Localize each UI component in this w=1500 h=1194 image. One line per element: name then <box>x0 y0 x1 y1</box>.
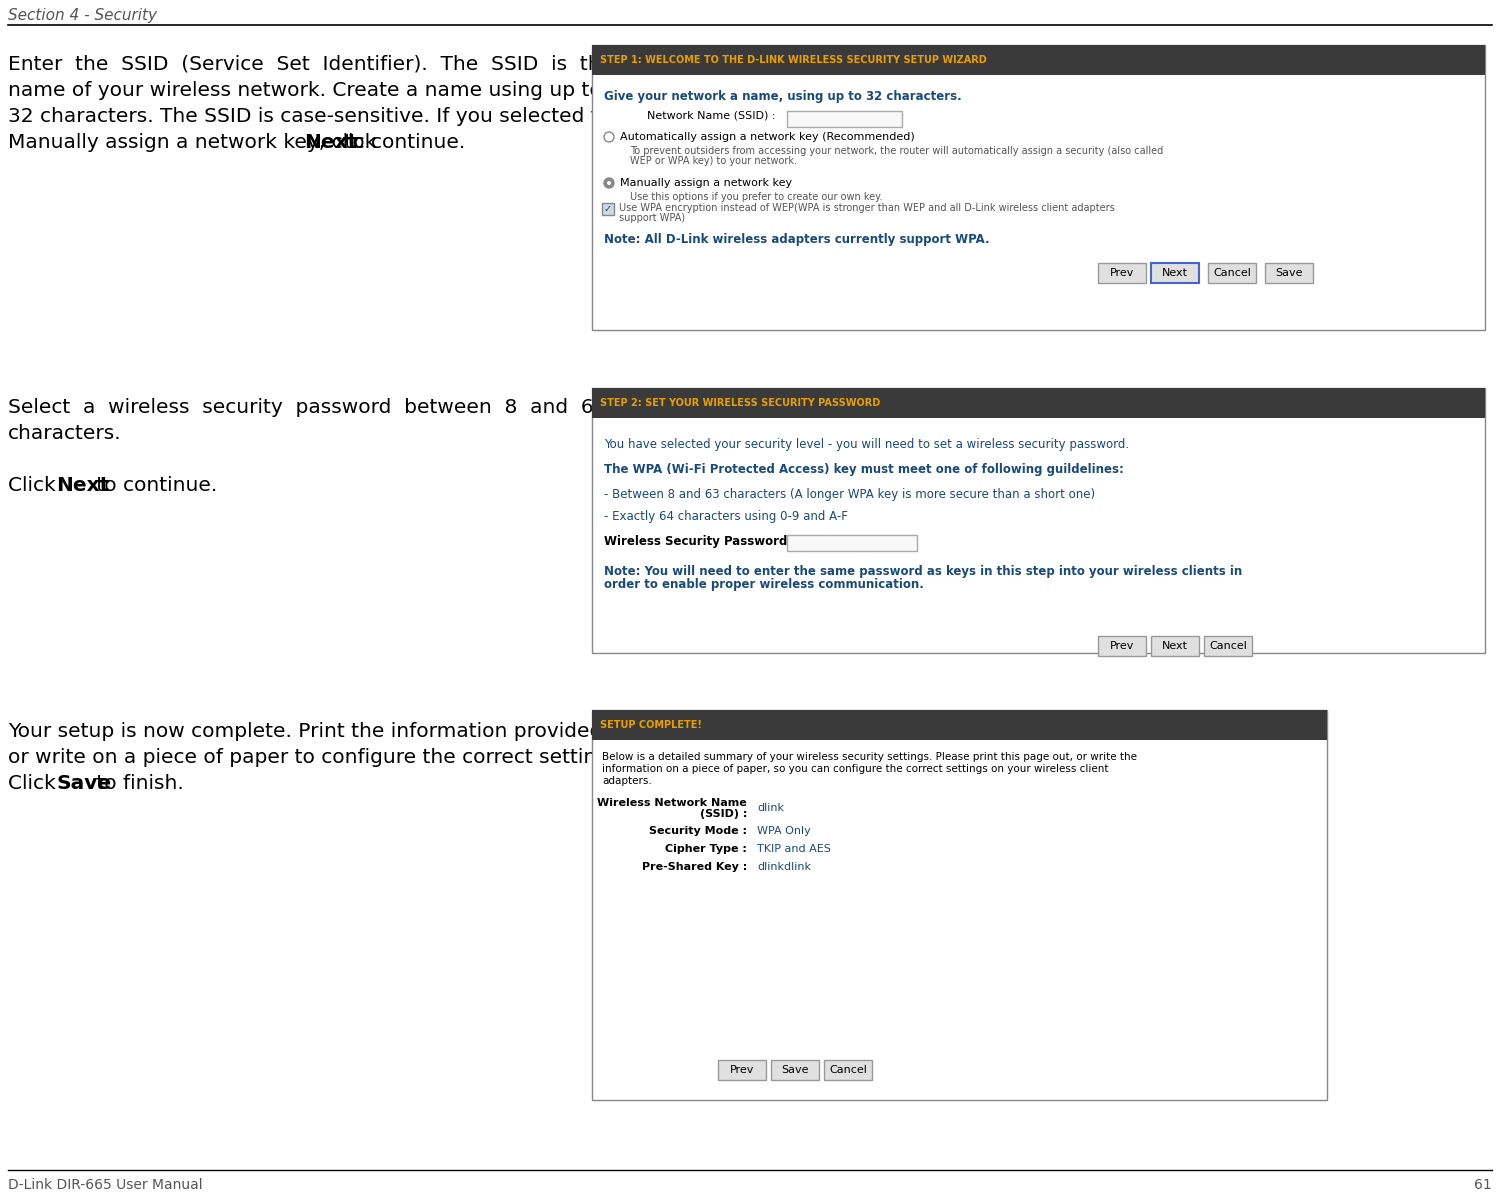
Text: Save: Save <box>56 774 111 793</box>
Text: Cancel: Cancel <box>830 1065 867 1075</box>
Text: To prevent outsiders from accessing your network, the router will automatically : To prevent outsiders from accessing your… <box>630 146 1164 156</box>
Text: Click: Click <box>8 476 62 496</box>
Text: Next: Next <box>1162 641 1188 651</box>
Text: (SSID) :: (SSID) : <box>699 810 747 819</box>
FancyBboxPatch shape <box>1098 263 1146 283</box>
FancyBboxPatch shape <box>824 1060 872 1081</box>
Text: Save: Save <box>1275 267 1302 278</box>
Text: TKIP and AES: TKIP and AES <box>758 844 831 854</box>
Text: or write on a piece of paper to configure the correct settings.: or write on a piece of paper to configur… <box>8 747 626 767</box>
FancyBboxPatch shape <box>602 203 613 215</box>
Text: STEP 1: WELCOME TO THE D-LINK WIRELESS SECURITY SETUP WIZARD: STEP 1: WELCOME TO THE D-LINK WIRELESS S… <box>600 55 987 64</box>
Text: Your setup is now complete. Print the information provided: Your setup is now complete. Print the in… <box>8 722 602 741</box>
Text: Next: Next <box>1162 267 1188 278</box>
Circle shape <box>604 178 613 187</box>
FancyBboxPatch shape <box>592 45 1485 75</box>
Text: Next: Next <box>304 133 357 152</box>
Text: characters.: characters. <box>8 424 122 443</box>
Text: Wireless Security Password :: Wireless Security Password : <box>604 535 796 548</box>
FancyBboxPatch shape <box>1150 636 1198 656</box>
Text: WEP or WPA key) to your network.: WEP or WPA key) to your network. <box>630 156 796 166</box>
FancyBboxPatch shape <box>592 388 1485 418</box>
Text: STEP 2: SET YOUR WIRELESS SECURITY PASSWORD: STEP 2: SET YOUR WIRELESS SECURITY PASSW… <box>600 398 880 408</box>
FancyBboxPatch shape <box>592 388 1485 653</box>
Text: Click: Click <box>8 774 62 793</box>
Text: Note: All D-Link wireless adapters currently support WPA.: Note: All D-Link wireless adapters curre… <box>604 233 990 246</box>
Text: Security Mode :: Security Mode : <box>650 826 747 836</box>
Text: Prev: Prev <box>730 1065 754 1075</box>
FancyBboxPatch shape <box>592 710 1328 1100</box>
Text: Save: Save <box>782 1065 808 1075</box>
Text: 61: 61 <box>1474 1178 1492 1192</box>
Text: dlinkdlink: dlinkdlink <box>758 862 812 872</box>
Text: D-Link DIR-665 User Manual: D-Link DIR-665 User Manual <box>8 1178 202 1192</box>
Text: information on a piece of paper, so you can configure the correct settings on yo: information on a piece of paper, so you … <box>602 764 1108 774</box>
Text: SETUP COMPLETE!: SETUP COMPLETE! <box>600 720 702 730</box>
Text: Next: Next <box>56 476 110 496</box>
FancyBboxPatch shape <box>1150 263 1198 283</box>
Text: Note: You will need to enter the same password as keys in this step into your wi: Note: You will need to enter the same pa… <box>604 565 1242 578</box>
Text: Cancel: Cancel <box>1209 641 1246 651</box>
Text: The WPA (Wi-Fi Protected Access) key must meet one of following guildelines:: The WPA (Wi-Fi Protected Access) key mus… <box>604 463 1124 476</box>
FancyBboxPatch shape <box>771 1060 819 1081</box>
Text: Prev: Prev <box>1110 267 1134 278</box>
Text: - Exactly 64 characters using 0-9 and A-F: - Exactly 64 characters using 0-9 and A-… <box>604 510 847 523</box>
Text: Automatically assign a network key (Recommended): Automatically assign a network key (Reco… <box>620 133 915 142</box>
FancyBboxPatch shape <box>592 45 1485 330</box>
Text: Cipher Type :: Cipher Type : <box>664 844 747 854</box>
Text: to continue.: to continue. <box>90 476 218 496</box>
Text: Manually assign a network key: Manually assign a network key <box>620 178 792 187</box>
Text: name of your wireless network. Create a name using up to: name of your wireless network. Create a … <box>8 81 602 100</box>
Text: WPA Only: WPA Only <box>758 826 810 836</box>
Text: Prev: Prev <box>1110 641 1134 651</box>
Text: Enter  the  SSID  (Service  Set  Identifier).  The  SSID  is  the: Enter the SSID (Service Set Identifier).… <box>8 55 614 74</box>
Text: You have selected your security level - you will need to set a wireless security: You have selected your security level - … <box>604 438 1130 451</box>
Text: Network Name (SSID) :: Network Name (SSID) : <box>646 111 776 121</box>
FancyBboxPatch shape <box>1208 263 1255 283</box>
Text: Pre-Shared Key :: Pre-Shared Key : <box>642 862 747 872</box>
Text: dlink: dlink <box>758 804 784 813</box>
FancyBboxPatch shape <box>788 111 901 127</box>
Text: Select  a  wireless  security  password  between  8  and  63: Select a wireless security password betw… <box>8 398 606 417</box>
FancyBboxPatch shape <box>718 1060 766 1081</box>
Text: adapters.: adapters. <box>602 776 651 786</box>
FancyBboxPatch shape <box>1098 636 1146 656</box>
FancyBboxPatch shape <box>1264 263 1312 283</box>
Text: Give your network a name, using up to 32 characters.: Give your network a name, using up to 32… <box>604 90 962 103</box>
Text: ✓: ✓ <box>604 204 612 214</box>
FancyBboxPatch shape <box>592 710 1328 740</box>
Text: Section 4 - Security: Section 4 - Security <box>8 8 158 23</box>
Text: to finish.: to finish. <box>90 774 183 793</box>
Text: support WPA): support WPA) <box>620 213 686 223</box>
Text: Cancel: Cancel <box>1214 267 1251 278</box>
Text: Wireless Network Name: Wireless Network Name <box>597 798 747 808</box>
Text: Below is a detailed summary of your wireless security settings. Please print thi: Below is a detailed summary of your wire… <box>602 752 1137 762</box>
Text: - Between 8 and 63 characters (A longer WPA key is more secure than a short one): - Between 8 and 63 characters (A longer … <box>604 488 1095 501</box>
Text: to continue.: to continue. <box>338 133 465 152</box>
Circle shape <box>608 181 610 185</box>
FancyBboxPatch shape <box>1204 636 1252 656</box>
Text: Use this options if you prefer to create our own key.: Use this options if you prefer to create… <box>630 192 882 202</box>
Text: 32 characters. The SSID is case-sensitive. If you selected to: 32 characters. The SSID is case-sensitiv… <box>8 107 610 127</box>
Text: Manually assign a network key, click: Manually assign a network key, click <box>8 133 382 152</box>
Text: order to enable proper wireless communication.: order to enable proper wireless communic… <box>604 578 924 591</box>
FancyBboxPatch shape <box>788 535 916 550</box>
Text: Use WPA encryption instead of WEP(WPA is stronger than WEP and all D-Link wirele: Use WPA encryption instead of WEP(WPA is… <box>620 203 1114 213</box>
